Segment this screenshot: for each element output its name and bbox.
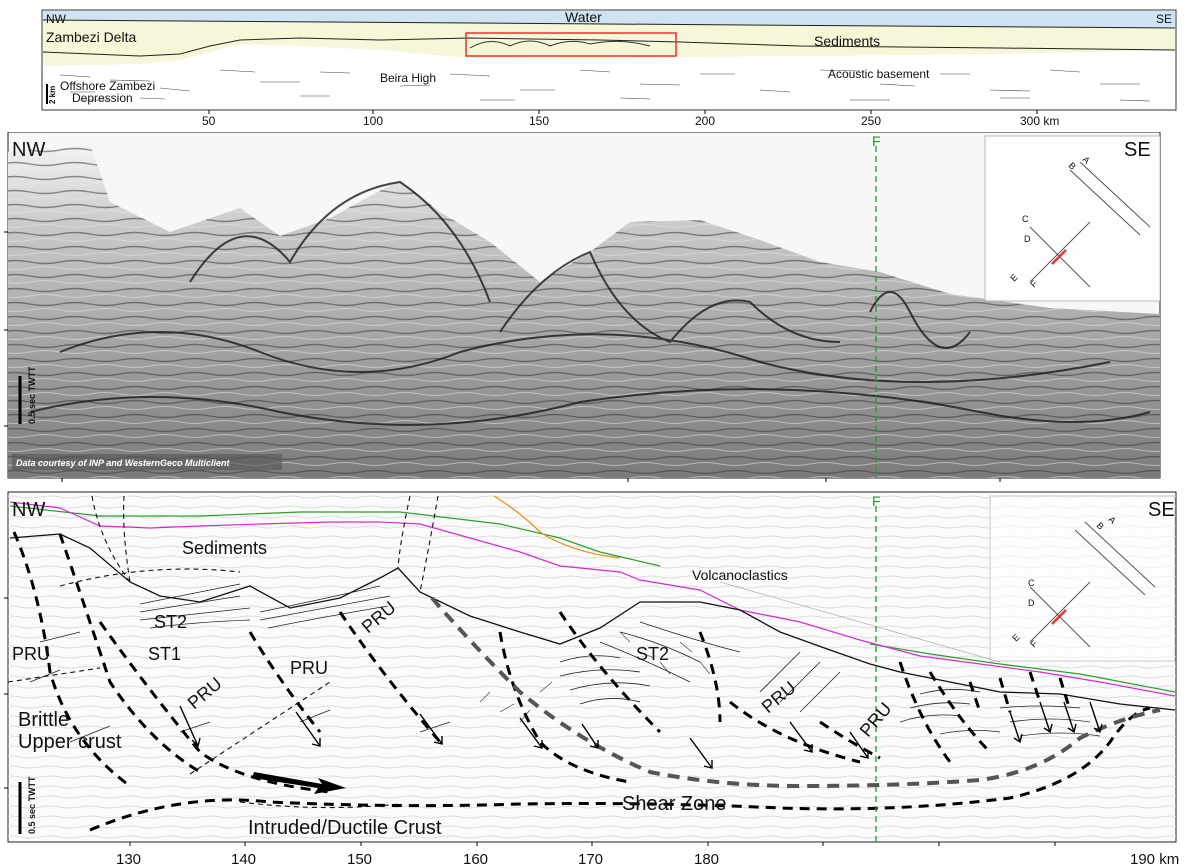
pru-label: PRU bbox=[290, 658, 328, 678]
orange-horizon bbox=[493, 495, 621, 559]
study-area-box bbox=[465, 32, 677, 57]
seismic-panel: A B C D E F NW SE F 0.5 sec TWTT Data co… bbox=[4, 132, 1161, 482]
seismic-fault-label: F bbox=[872, 133, 881, 149]
sediment-layer bbox=[43, 20, 1175, 66]
interp-time-scale: 0.5 sec TWTT bbox=[27, 776, 37, 834]
inset-label-c: C bbox=[1028, 578, 1035, 588]
inset-label-e: E bbox=[1010, 632, 1021, 643]
volcanoclastics-label: Volcanoclastics bbox=[692, 567, 788, 583]
overview-scale-label: 2 km bbox=[48, 86, 57, 104]
water-label: Water bbox=[565, 9, 602, 25]
overview-tick-label: 250 bbox=[861, 114, 881, 128]
overview-tick-label: 200 bbox=[695, 114, 715, 128]
interp-nw-label: NW bbox=[12, 499, 45, 521]
thin-dashed-faults bbox=[8, 495, 439, 809]
st1-label: ST1 bbox=[148, 644, 181, 664]
inset-label-f: F bbox=[1028, 278, 1039, 289]
seismic-inset-map: A B C D E F bbox=[984, 135, 1160, 302]
major-faults bbox=[12, 531, 1151, 832]
seismic-credit: Data courtesy of INP and WesternGeco Mul… bbox=[16, 458, 231, 468]
axis-tick-label: 170 bbox=[578, 851, 603, 868]
inset-label-b: B bbox=[1095, 520, 1106, 531]
overview-tick-label: 50 bbox=[202, 114, 216, 128]
seismic-time-scale: 0.5 sec TWTT bbox=[27, 366, 37, 424]
basement-top bbox=[9, 533, 1176, 711]
shear-zone-line bbox=[430, 596, 1161, 789]
zambezi-delta-label: Zambezi Delta bbox=[46, 29, 136, 45]
seismic-nw-label: NW bbox=[12, 139, 45, 161]
seafloor-horizon bbox=[9, 505, 661, 567]
overview-axis bbox=[208, 110, 1038, 114]
axis-tick-label: 140 bbox=[231, 851, 256, 868]
offshore-label-2: Depression bbox=[72, 91, 133, 105]
shear-arrow bbox=[252, 772, 346, 794]
inset-label-a: A bbox=[1081, 154, 1092, 165]
axis-tick-label: 160 bbox=[463, 851, 488, 868]
overview-tick-label: 150 bbox=[529, 114, 549, 128]
axis-tick-label: 180 bbox=[694, 851, 719, 868]
inset-label-a: A bbox=[1107, 514, 1118, 525]
overview-nw-label: NW bbox=[46, 12, 67, 26]
inset-label-f: F bbox=[1028, 638, 1039, 649]
ductile-crust-label: Intruded/Ductile Crust bbox=[248, 817, 442, 839]
axis-tick-label: 150 bbox=[347, 851, 372, 868]
st2-left-label: ST2 bbox=[154, 612, 187, 632]
inset-label-d: D bbox=[1028, 598, 1035, 608]
water-layer bbox=[43, 11, 1175, 28]
seismic-se-label: SE bbox=[1124, 139, 1151, 161]
inset-label-b: B bbox=[1067, 160, 1078, 171]
basement-reflectors bbox=[59, 69, 1151, 102]
sediments-label: Sediments bbox=[814, 33, 880, 49]
inset-label-c: C bbox=[1022, 214, 1029, 224]
overview-panel: NW SE Water Zambezi Delta Sediments Beir… bbox=[41, 9, 1177, 128]
inset-label-e: E bbox=[1008, 272, 1019, 283]
inset-label-d: D bbox=[1024, 234, 1031, 244]
interpretation-panel: A B C D E F bbox=[4, 491, 1179, 868]
magenta-horizon bbox=[9, 501, 1176, 697]
shear-zone-label: Shear Zone bbox=[622, 793, 727, 815]
axis-tick-label: 130 bbox=[116, 851, 141, 868]
overview-tick-label: 300 km bbox=[1020, 114, 1059, 128]
acoustic-basement-label: Acoustic basement bbox=[828, 67, 930, 81]
overview-se-label: SE bbox=[1156, 12, 1172, 26]
interp-fault-label: F bbox=[872, 493, 881, 509]
st2-right-label: ST2 bbox=[636, 644, 669, 664]
pru-label: PRU bbox=[12, 644, 50, 664]
overview-tick-label: 100 bbox=[363, 114, 383, 128]
brittle-label-1: Brittle bbox=[18, 709, 69, 731]
sediments-label: Sediments bbox=[182, 538, 267, 558]
fault-arrows bbox=[179, 701, 1103, 769]
brittle-label-2: Upper crust bbox=[18, 731, 122, 753]
offshore-label-1: Offshore Zambezi bbox=[60, 79, 155, 93]
interpretation-inset-map: A B C D E F bbox=[989, 495, 1176, 662]
beira-high-label: Beira High bbox=[380, 71, 436, 85]
axis-tick-label: 190 km bbox=[1130, 851, 1179, 868]
interp-se-label: SE bbox=[1148, 499, 1175, 521]
